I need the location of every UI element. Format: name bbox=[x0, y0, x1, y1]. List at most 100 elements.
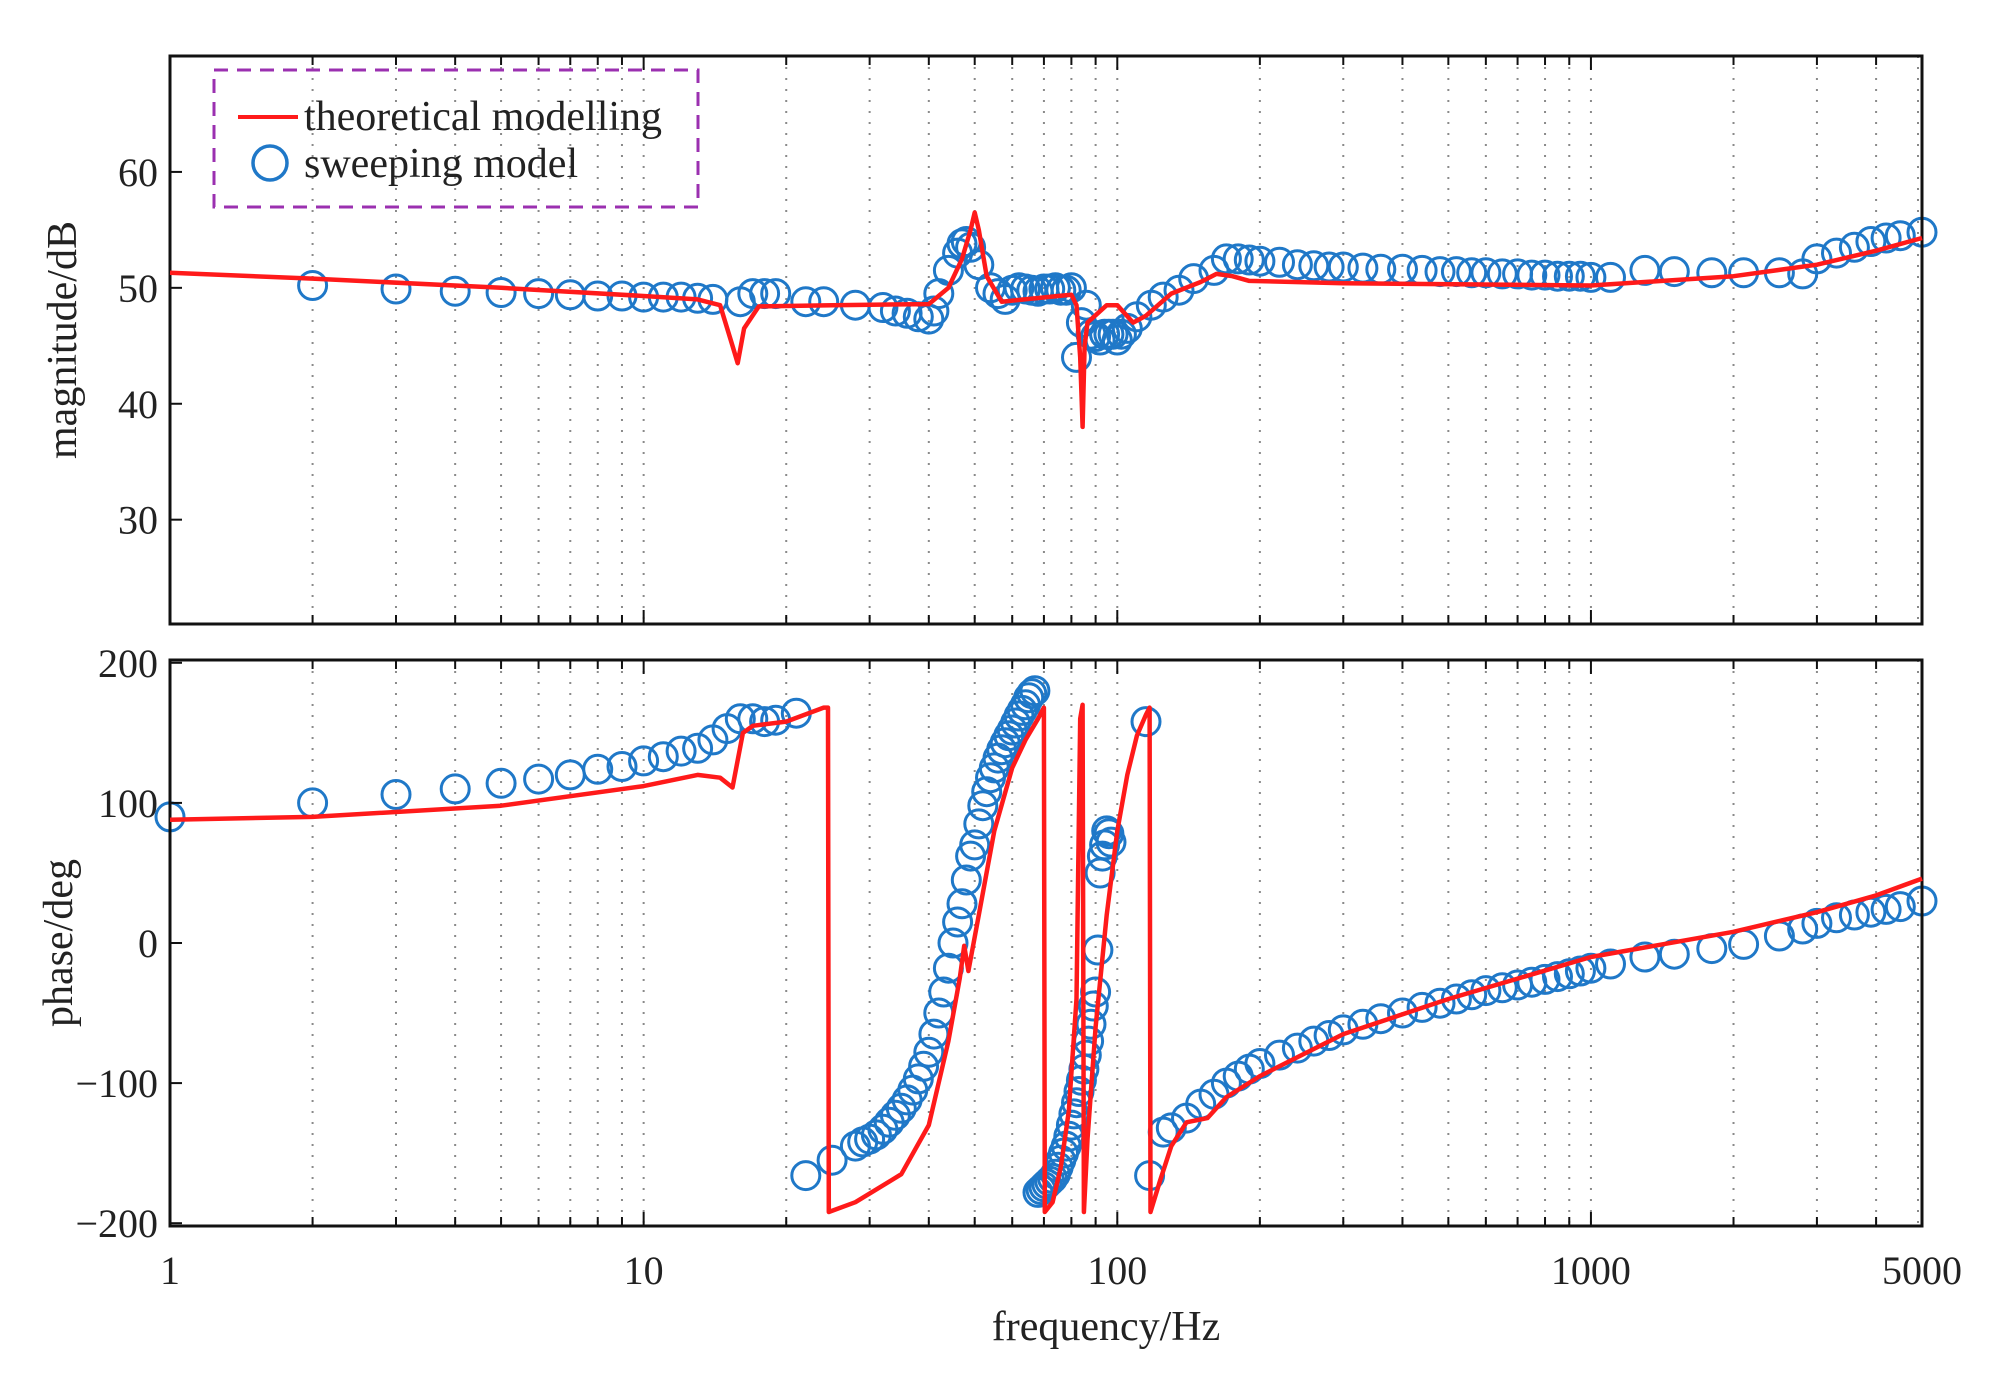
magnitude-y-ticks: 30 40 50 60 bbox=[118, 150, 182, 543]
magnitude-axes-frame bbox=[168, 54, 1924, 626]
magnitude-sweep-point bbox=[1061, 341, 1092, 373]
phase-sweep-point bbox=[1529, 963, 1561, 995]
phase-sweep-point bbox=[1424, 987, 1456, 1019]
magnitude-sweep-point bbox=[1244, 245, 1276, 277]
phase-sweep-point bbox=[523, 763, 555, 795]
phase-x-tick-label: 10 bbox=[624, 1248, 664, 1293]
phase-sweep-point bbox=[1575, 952, 1607, 984]
phase-sweep-point bbox=[682, 732, 714, 764]
magnitude-sweep-point bbox=[1821, 237, 1852, 269]
phase-y-ticks: −200 −100 0 100 200 bbox=[75, 641, 182, 1246]
magnitude-sweep-point bbox=[1870, 222, 1902, 254]
phase-sweep-point bbox=[946, 888, 978, 920]
phase-xlabel: frequency/Hz bbox=[992, 1304, 1221, 1350]
phase-sweep-point bbox=[937, 927, 969, 959]
phase-sweep-point bbox=[1013, 682, 1045, 714]
phase-sweep-point bbox=[1264, 1039, 1295, 1071]
magnitude-y-tick-label: 30 bbox=[118, 498, 158, 543]
magnitude-sweep-point bbox=[1516, 259, 1548, 291]
phase-sweep-point bbox=[1821, 902, 1852, 934]
phase-sweep-point bbox=[913, 1036, 945, 1068]
magnitude-y-tick-label: 50 bbox=[118, 266, 158, 311]
phase-sweep-point bbox=[737, 703, 769, 735]
phase-x-tick-label: 1000 bbox=[1551, 1248, 1631, 1293]
magnitude-sweep-point bbox=[554, 279, 586, 311]
magnitude-sweep-point bbox=[1222, 243, 1254, 275]
magnitude-sweep-point bbox=[1553, 260, 1585, 292]
phase-sweep-point bbox=[967, 790, 999, 822]
magnitude-sweep-point bbox=[1542, 260, 1573, 292]
magnitude-sweep-point bbox=[1105, 318, 1137, 350]
magnitude-sweep-point bbox=[439, 275, 471, 307]
magnitude-sweep-point bbox=[1424, 256, 1456, 288]
phase-sweep-point bbox=[1542, 961, 1573, 993]
phase-sweep-point bbox=[816, 1144, 848, 1176]
magnitude-sweep-point bbox=[1210, 243, 1242, 275]
magnitude-sweep-point bbox=[485, 277, 517, 308]
magnitude-sweep-point bbox=[380, 273, 412, 305]
phase-y-tick-label: 200 bbox=[98, 641, 158, 686]
phase-sweep-point bbox=[380, 779, 412, 810]
phase-theory-curve bbox=[169, 702, 1923, 1215]
magnitude-sweep-point bbox=[1595, 261, 1626, 293]
phase-axes-frame bbox=[168, 658, 1924, 1228]
magnitude-panel: 30 40 50 60 magnitude/dB theoretical modell… bbox=[40, 54, 1938, 626]
magnitude-sweep-point bbox=[1696, 257, 1728, 289]
phase-sweep-point bbox=[1130, 706, 1162, 738]
phase-sweep-point bbox=[1884, 891, 1916, 923]
magnitude-sweep-point bbox=[1101, 324, 1133, 356]
phase-theory-line bbox=[169, 702, 1923, 1215]
phase-sweep-point bbox=[918, 1018, 950, 1050]
phase-sweep-point bbox=[1870, 893, 1902, 925]
phase-sweep-point bbox=[950, 864, 982, 896]
phase-sweep-point bbox=[959, 829, 991, 861]
phase-x-ticks: 1 10 100 1000 5000 bbox=[160, 1248, 1962, 1293]
phase-sweep-point bbox=[1077, 990, 1109, 1022]
phase-ylabel: phase/deg bbox=[36, 859, 82, 1027]
magnitude-sweep-point bbox=[1070, 289, 1102, 321]
magnitude-sweep-point bbox=[879, 295, 911, 327]
magnitude-sweep-point bbox=[1575, 261, 1607, 293]
phase-sweep-point bbox=[971, 776, 1003, 808]
phase-sweep-point bbox=[647, 741, 679, 773]
magnitude-sweep-point bbox=[297, 270, 329, 301]
magnitude-sweep-point bbox=[1298, 250, 1330, 282]
phase-sweep-point bbox=[1082, 934, 1114, 966]
magnitude-sweep-point bbox=[1281, 249, 1313, 281]
phase-sweep-point bbox=[1629, 941, 1661, 973]
phase-sweep-point bbox=[1095, 826, 1127, 858]
phase-y-tick-label: −100 bbox=[75, 1061, 158, 1106]
phase-sweep-point bbox=[942, 906, 974, 938]
phase-sweep-point bbox=[879, 1099, 911, 1131]
magnitude-sweep-point bbox=[1564, 260, 1596, 292]
magnitude-sweep-point bbox=[808, 286, 840, 318]
phase-sweep-point bbox=[908, 1050, 940, 1082]
magnitude-sweep-point bbox=[1456, 257, 1488, 289]
phase-sweep-point bbox=[439, 773, 471, 805]
magnitude-y-tick-label: 60 bbox=[118, 150, 158, 195]
magnitude-sweep-point bbox=[1855, 226, 1887, 257]
phase-sweep-point bbox=[1553, 958, 1585, 990]
phase-sweep-point bbox=[1019, 675, 1051, 707]
phase-sweep-point bbox=[790, 1160, 822, 1192]
phase-sweep-point bbox=[628, 745, 660, 777]
magnitude-sweep-point bbox=[1529, 259, 1561, 291]
phase-sweep-point bbox=[606, 751, 638, 782]
phase-sweep-point bbox=[1387, 997, 1418, 1029]
phase-sweep-point bbox=[724, 703, 756, 735]
legend-sweep-swatch bbox=[251, 144, 289, 182]
magnitude-theory-line bbox=[169, 210, 1923, 430]
phase-sweep-point bbox=[1595, 948, 1626, 980]
magnitude-sweep-point bbox=[867, 292, 899, 323]
phase-x-tick-label: 100 bbox=[1087, 1248, 1147, 1293]
magnitude-sweep-point bbox=[1233, 244, 1265, 276]
phase-sweep-point bbox=[554, 759, 586, 791]
magnitude-y-tick-label: 40 bbox=[118, 382, 158, 427]
phase-sweep-markers bbox=[154, 675, 1938, 1208]
phase-x-tick-label: 1 bbox=[160, 1248, 180, 1293]
phase-y-tick-label: 100 bbox=[98, 781, 158, 826]
magnitude-ylabel: magnitude/dB bbox=[40, 221, 86, 459]
phase-sweep-point bbox=[1801, 907, 1833, 939]
magnitude-sweep-point bbox=[1801, 243, 1833, 275]
legend-box bbox=[212, 68, 700, 209]
